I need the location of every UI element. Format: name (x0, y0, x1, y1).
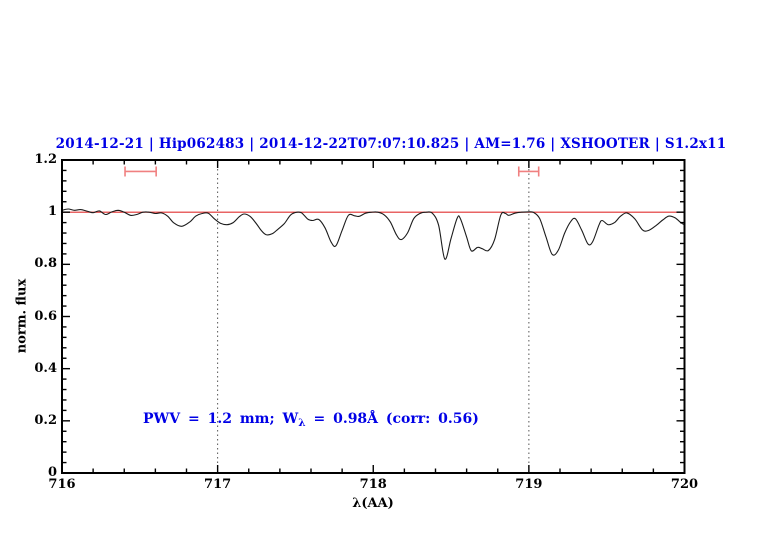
plot-title: 2014-12-21 | Hip062483 | 2014-12-22T07:0… (55, 136, 727, 152)
pwv-annotation: PWV = 1.2 mm; Wλ = 0.98Å (corr: 0.56) (143, 411, 479, 429)
x-tick-label: 718 (359, 477, 387, 492)
lambda-subscript: λ (298, 417, 306, 429)
x-tick-label: 717 (204, 477, 232, 492)
pwv-annotation-text-2: = 0.98Å (corr: 0.56) (305, 411, 479, 427)
y-tick-label: 0 (47, 465, 57, 480)
x-tick-label: 720 (670, 477, 699, 492)
y-tick-label: 0.2 (34, 412, 57, 428)
pwv-annotation-text: PWV = 1.2 mm; W (143, 411, 299, 427)
x-axis-label: λ(AA) (352, 496, 394, 511)
spectrum-curve (61, 208, 685, 260)
y-tick-label: 0.8 (34, 256, 57, 272)
x-tick-label: 719 (515, 477, 543, 492)
x-tick-label: 716 (48, 477, 76, 492)
axis-ticks (61, 159, 686, 474)
y-tick-label: 1.2 (34, 152, 57, 167)
range-markers (124, 166, 540, 177)
y-tick-label: 0.6 (34, 308, 57, 324)
y-tick-label: 1 (47, 204, 57, 220)
y-tick-label: 0.4 (34, 360, 57, 376)
